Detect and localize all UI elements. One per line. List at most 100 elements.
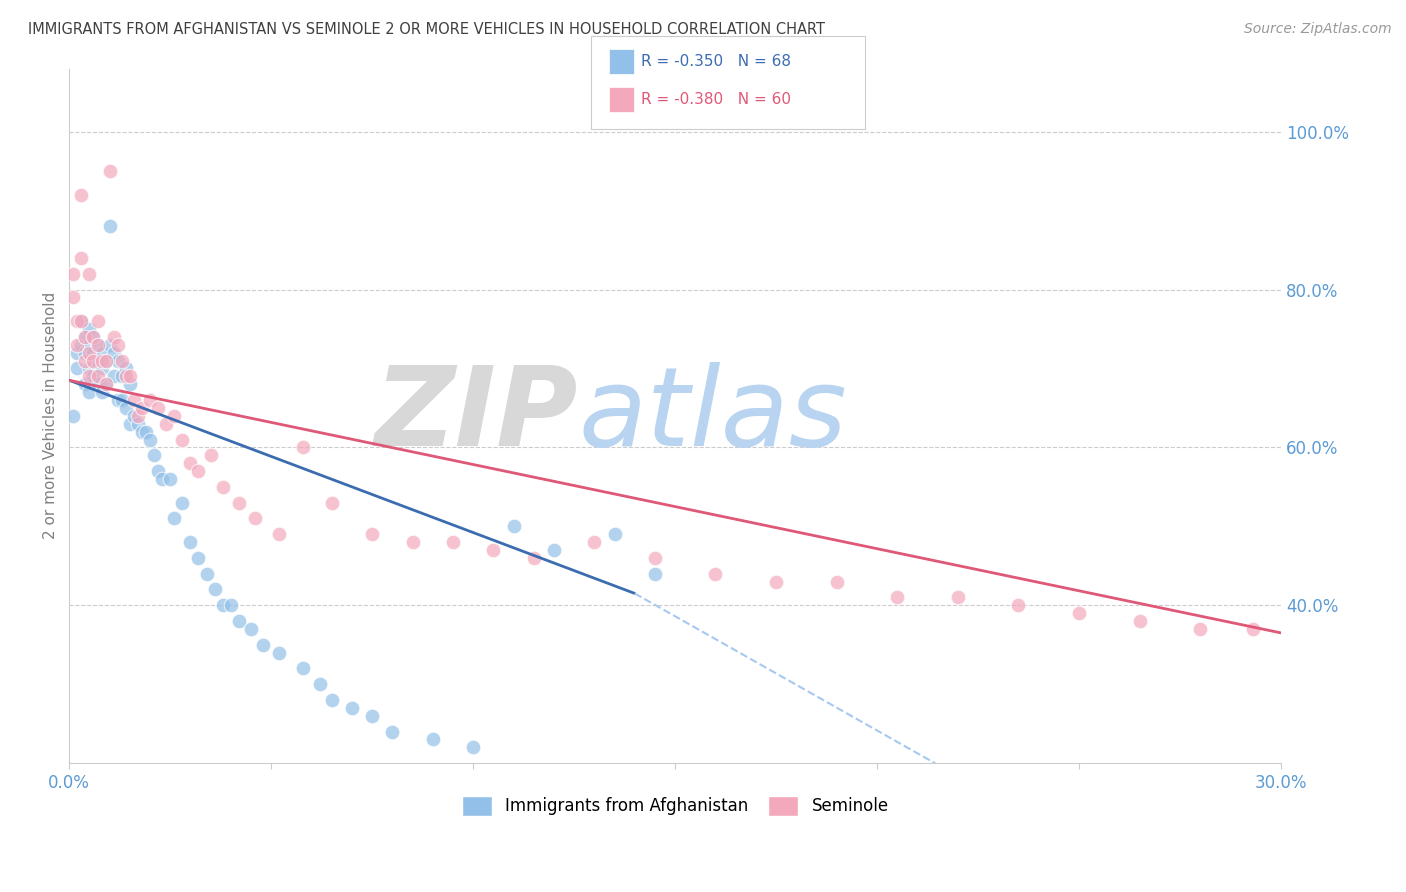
Point: [131, 425, 153, 439]
Point: [90, 361, 112, 376]
Point: [482, 543, 505, 558]
Point: [70, 187, 93, 202]
Point: [139, 433, 162, 447]
Point: [321, 693, 343, 707]
Point: [155, 417, 177, 431]
Point: [79, 267, 101, 281]
Point: [86, 377, 108, 392]
Point: [146, 401, 169, 415]
Point: [243, 511, 266, 525]
Point: [62, 290, 84, 304]
Point: [381, 724, 404, 739]
Point: [114, 361, 136, 376]
Point: [94, 377, 117, 392]
Point: [111, 353, 134, 368]
Point: [111, 369, 134, 384]
Point: [127, 409, 149, 423]
Point: [252, 638, 274, 652]
Point: [75, 353, 97, 368]
Point: [111, 392, 134, 407]
Point: [179, 456, 201, 470]
Point: [127, 417, 149, 431]
Point: [79, 385, 101, 400]
Point: [1129, 614, 1152, 628]
Point: [94, 353, 117, 368]
Point: [1067, 606, 1090, 620]
Point: [114, 401, 136, 415]
Point: [644, 550, 666, 565]
Point: [146, 464, 169, 478]
Point: [200, 448, 222, 462]
Point: [644, 566, 666, 581]
Point: [75, 330, 97, 344]
Point: [1189, 622, 1212, 636]
Point: [463, 740, 485, 755]
Point: [704, 566, 727, 581]
Point: [82, 345, 104, 359]
Point: [321, 496, 343, 510]
Point: [240, 622, 263, 636]
Point: [172, 433, 194, 447]
Point: [340, 701, 363, 715]
Point: [308, 677, 330, 691]
Point: [75, 377, 97, 392]
Point: [90, 385, 112, 400]
Point: [211, 599, 233, 613]
Text: atlas: atlas: [578, 362, 846, 469]
Text: ZIP: ZIP: [374, 362, 578, 469]
Point: [98, 219, 121, 234]
Point: [886, 591, 908, 605]
Point: [292, 661, 315, 675]
Text: R = -0.380   N = 60: R = -0.380 N = 60: [641, 92, 792, 106]
Point: [502, 519, 524, 533]
Point: [66, 314, 89, 328]
Point: [131, 401, 153, 415]
Point: [62, 267, 84, 281]
Point: [179, 535, 201, 549]
Legend: Immigrants from Afghanistan, Seminole: Immigrants from Afghanistan, Seminole: [453, 788, 897, 824]
Point: [70, 251, 93, 265]
Point: [422, 732, 444, 747]
Point: [98, 164, 121, 178]
Point: [82, 330, 104, 344]
Point: [204, 582, 226, 597]
Point: [82, 330, 104, 344]
Point: [269, 646, 291, 660]
Point: [195, 566, 218, 581]
Point: [150, 472, 173, 486]
Point: [75, 345, 97, 359]
Point: [107, 392, 129, 407]
Point: [122, 392, 145, 407]
Text: IMMIGRANTS FROM AFGHANISTAN VS SEMINOLE 2 OR MORE VEHICLES IN HOUSEHOLD CORRELAT: IMMIGRANTS FROM AFGHANISTAN VS SEMINOLE …: [28, 22, 825, 37]
Point: [90, 353, 112, 368]
Point: [79, 369, 101, 384]
Point: [441, 535, 464, 549]
Point: [70, 314, 93, 328]
Point: [361, 708, 384, 723]
Point: [107, 338, 129, 352]
Point: [66, 361, 89, 376]
Point: [211, 480, 233, 494]
Point: [172, 496, 194, 510]
Point: [946, 591, 969, 605]
Point: [523, 550, 546, 565]
Point: [86, 314, 108, 328]
Point: [103, 330, 125, 344]
Point: [82, 353, 104, 368]
Point: [159, 472, 181, 486]
Point: [82, 369, 104, 384]
Point: [103, 345, 125, 359]
Point: [1007, 599, 1029, 613]
Point: [361, 527, 384, 541]
Point: [98, 338, 121, 352]
Point: [163, 409, 186, 423]
Point: [107, 353, 129, 368]
Point: [66, 345, 89, 359]
Point: [269, 527, 291, 541]
Point: [86, 353, 108, 368]
Point: [90, 345, 112, 359]
Point: [187, 550, 209, 565]
Point: [118, 369, 141, 384]
Point: [1241, 622, 1264, 636]
Point: [94, 353, 117, 368]
